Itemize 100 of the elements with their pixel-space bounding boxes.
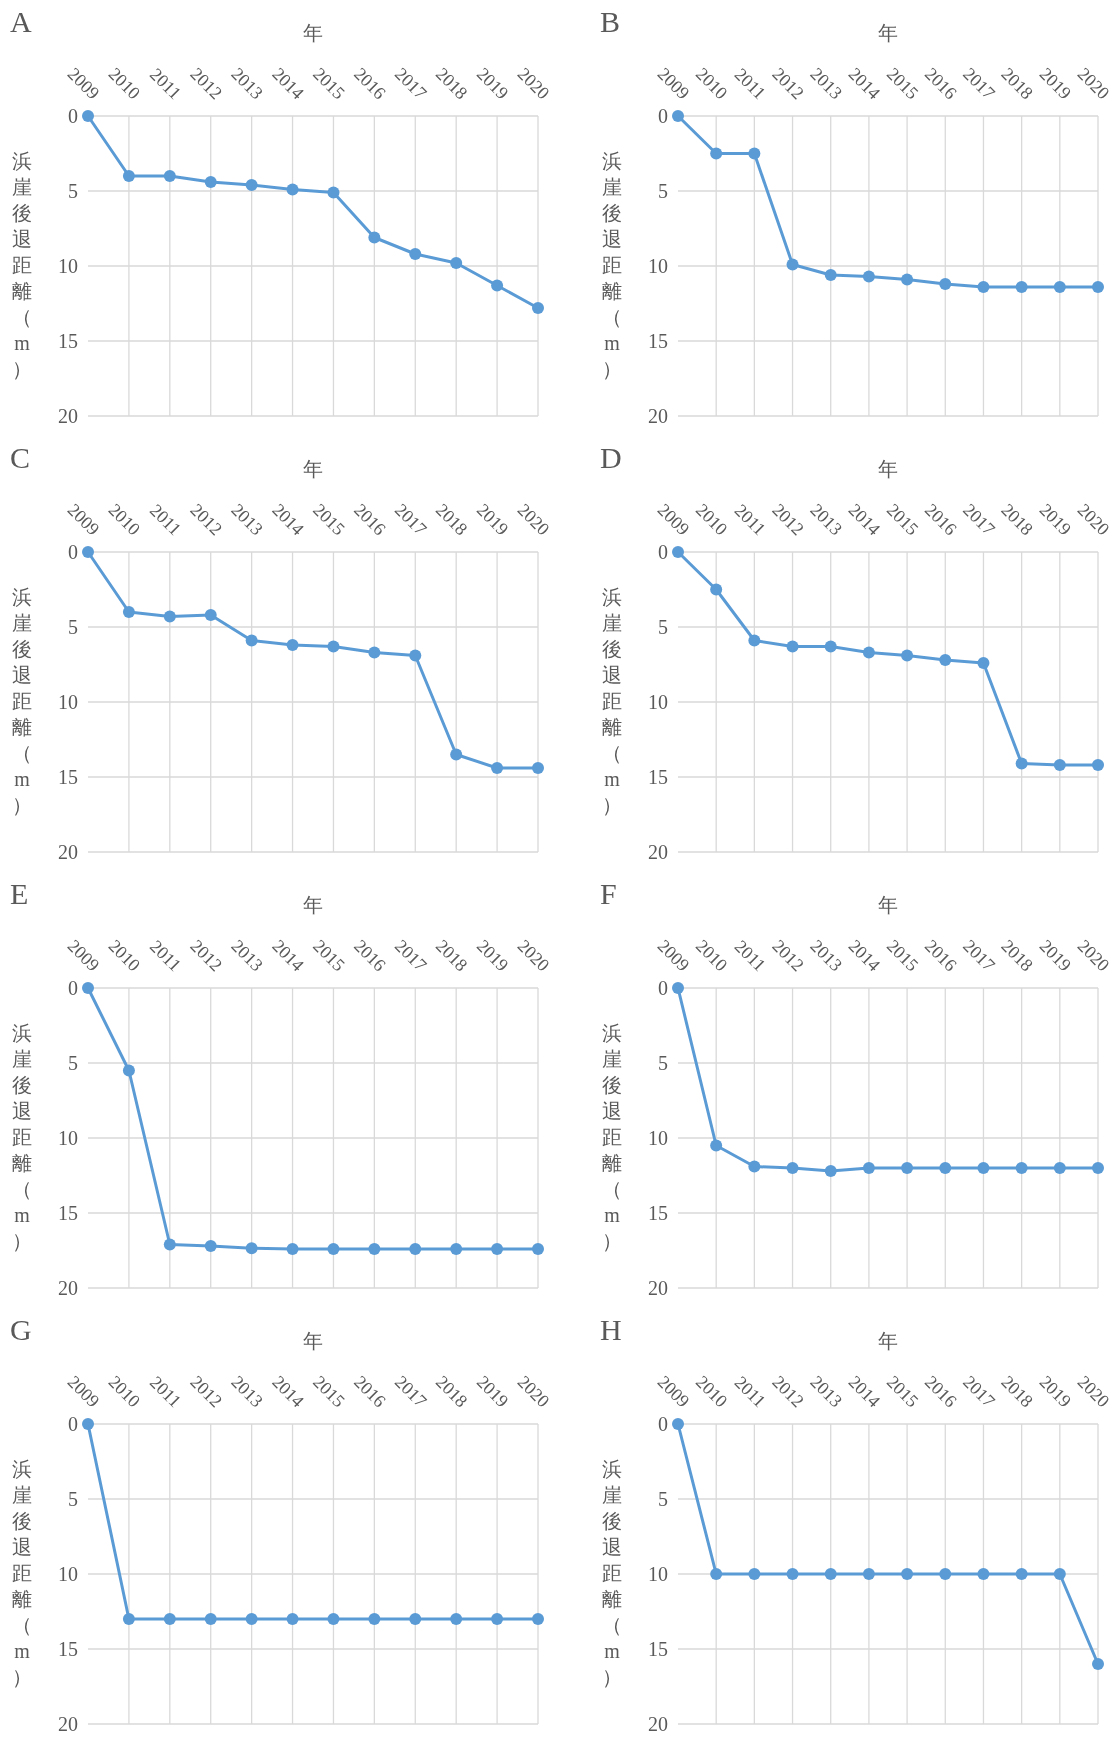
point	[368, 1243, 381, 1255]
text: 浜崖後退距離（m）	[12, 1022, 32, 1252]
x-tick-label: 2017	[959, 63, 999, 104]
point	[1092, 281, 1104, 293]
text: 浜崖後退距離（m）	[602, 1022, 622, 1252]
point	[939, 1568, 952, 1580]
y-tick-label: 15	[648, 329, 668, 352]
y-tick-label: 0	[658, 976, 668, 999]
y-tick-label: 5	[68, 1051, 78, 1074]
y-tick-label: 20	[58, 404, 78, 427]
point	[409, 1243, 422, 1255]
chart-title: A	[10, 5, 32, 38]
point	[491, 1243, 504, 1255]
point	[327, 186, 340, 199]
point	[491, 279, 504, 292]
point	[1053, 759, 1066, 771]
y-tick-label: 20	[648, 404, 668, 427]
y-tick-label: 10	[648, 690, 668, 713]
y-tick-label: 5	[658, 1487, 668, 1510]
point	[824, 640, 837, 653]
point	[286, 183, 299, 196]
point	[491, 762, 504, 774]
x-tick-label: 2009	[653, 499, 694, 540]
y-tick-label: 5	[68, 615, 78, 638]
point	[204, 609, 217, 621]
point	[532, 762, 544, 774]
y-tick-label: 20	[58, 1712, 78, 1735]
y-tick-label: 20	[648, 1276, 668, 1299]
point	[901, 1162, 914, 1174]
point	[1053, 1162, 1066, 1174]
point	[824, 1568, 837, 1580]
point	[1015, 757, 1028, 770]
chart-title: H	[600, 1313, 622, 1346]
x-tick-label: 2019	[472, 935, 513, 976]
point	[901, 273, 914, 286]
point	[532, 1243, 544, 1255]
x-tick-label: 2017	[391, 63, 431, 104]
x-axis-title: 年	[878, 1330, 898, 1352]
x-tick-label: 2009	[653, 63, 694, 104]
point	[245, 179, 258, 191]
point	[672, 1418, 684, 1430]
point	[710, 147, 723, 160]
point	[163, 610, 176, 623]
point	[710, 1568, 723, 1580]
point	[786, 258, 799, 271]
y-tick-label: 0	[68, 540, 78, 563]
point	[977, 1162, 990, 1174]
y-tick-label: 5	[658, 1051, 668, 1074]
point	[1092, 759, 1104, 771]
text: 浜崖後退距離（m）	[12, 586, 32, 816]
text: 浜崖後退距離（m）	[12, 1458, 32, 1688]
point	[1015, 1568, 1028, 1580]
y-tick-label: 10	[58, 690, 78, 713]
point	[327, 1243, 340, 1255]
y-tick-label: 20	[58, 1276, 78, 1299]
x-tick-label: 2009	[63, 1371, 104, 1412]
point	[901, 649, 914, 662]
x-tick-label: 2017	[391, 935, 431, 976]
x-tick-label: 2019	[1035, 63, 1076, 104]
point	[977, 281, 990, 293]
point	[786, 640, 799, 653]
chart-title: C	[10, 441, 31, 474]
y-tick-label: 10	[58, 1562, 78, 1585]
point	[409, 248, 422, 260]
x-tick-label: 2009	[653, 1371, 694, 1412]
x-tick-label: 2009	[63, 935, 104, 976]
point	[1053, 281, 1066, 293]
point	[710, 583, 723, 596]
y-tick-label: 15	[58, 1201, 78, 1224]
point	[824, 1165, 837, 1177]
point	[710, 1139, 723, 1152]
x-tick-label: 2009	[63, 499, 104, 540]
y-tick-label: 5	[658, 179, 668, 202]
point	[748, 1568, 761, 1580]
x-axis-title: 年	[878, 458, 898, 480]
point	[409, 649, 422, 662]
point	[82, 982, 94, 994]
point	[862, 270, 875, 283]
chart-title: G	[10, 1313, 32, 1346]
point	[786, 1162, 799, 1174]
point	[286, 639, 299, 651]
x-tick-label: 2017	[391, 1371, 431, 1412]
point	[163, 170, 176, 182]
x-tick-label: 2019	[472, 1371, 513, 1412]
point	[450, 1243, 463, 1255]
point	[204, 1240, 217, 1252]
point	[1053, 1568, 1066, 1580]
x-tick-label: 2019	[1035, 1371, 1076, 1412]
point	[672, 110, 684, 122]
point	[748, 1160, 761, 1173]
x-tick-label: 2009	[653, 935, 694, 976]
y-tick-label: 5	[68, 1487, 78, 1510]
y-tick-label: 0	[68, 104, 78, 127]
y-tick-label: 15	[58, 1637, 78, 1660]
chart-title: E	[10, 877, 29, 910]
point	[977, 1568, 990, 1580]
point	[748, 634, 761, 647]
point	[862, 1568, 875, 1580]
y-tick-label: 0	[68, 976, 78, 999]
y-tick-label: 15	[58, 329, 78, 352]
